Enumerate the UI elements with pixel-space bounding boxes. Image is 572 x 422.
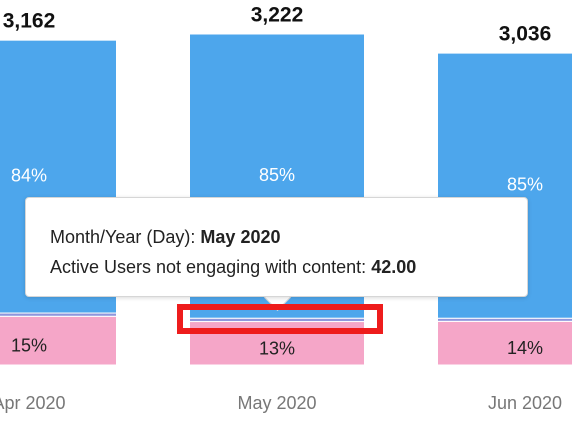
bar-segment: [437, 320, 572, 366]
tooltip-label: Active Users not engaging with content:: [50, 257, 367, 277]
tooltip-line: Active Users not engaging with content: …: [50, 252, 527, 282]
segment-value: 85: [507, 174, 527, 194]
percent-sign: %: [279, 165, 295, 185]
x-tick-label: Apr 2020: [0, 393, 66, 413]
tooltip-value: May 2020: [200, 227, 281, 247]
bar-segment: [0, 315, 117, 366]
segment-value: 15: [11, 335, 31, 355]
total-label: 3,162: [3, 10, 56, 33]
total-label: 3,222: [251, 4, 304, 27]
segment-value: 85: [259, 165, 279, 185]
tooltip-value: 42.00: [371, 257, 417, 277]
segment-label: 85%: [507, 174, 543, 194]
segment-value: 13: [259, 338, 279, 358]
segment-label: 15%: [11, 335, 47, 355]
percent-sign: %: [527, 174, 543, 194]
segment-label: 14%: [507, 338, 543, 358]
total-label: 3,036: [499, 23, 552, 46]
percent-sign: %: [279, 338, 295, 358]
percent-sign: %: [527, 338, 543, 358]
percent-sign: %: [31, 165, 47, 185]
tooltip-label: Month/Year (Day):: [50, 227, 196, 247]
segment-label: 84%: [11, 165, 47, 185]
x-tick-label: May 2020: [237, 393, 316, 413]
tooltip: Month/Year (Day): May 2020 Active Users …: [25, 197, 528, 297]
tooltip-line: Month/Year (Day): May 2020: [50, 222, 527, 252]
segment-value: 14: [507, 338, 527, 358]
segment-label: 85%: [259, 165, 295, 185]
segment-value: 84: [11, 165, 31, 185]
x-tick-label: Jun 2020: [488, 393, 562, 413]
percent-sign: %: [31, 335, 47, 355]
segment-label: 13%: [259, 338, 295, 358]
